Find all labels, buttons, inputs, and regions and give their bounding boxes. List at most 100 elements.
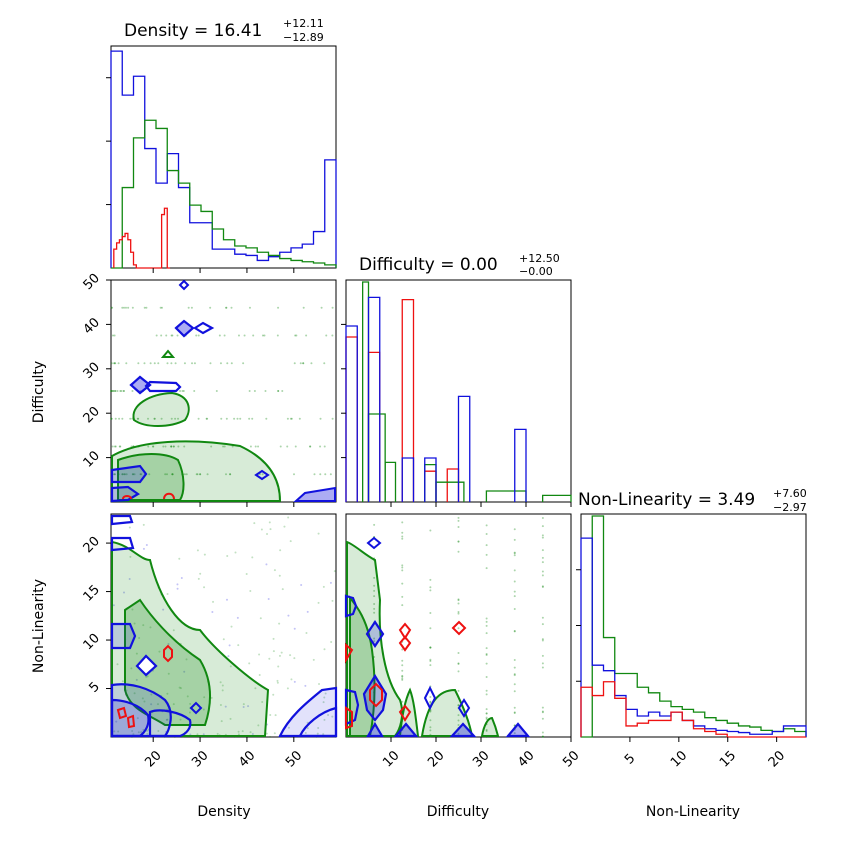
- sample-point: [249, 445, 252, 448]
- panel-nonlinearity-hist: [580, 513, 807, 738]
- sample-point: [485, 693, 488, 696]
- sample-point: [401, 604, 404, 607]
- sample-point: [113, 473, 116, 476]
- sample-point: [172, 445, 175, 448]
- sample-point: [286, 445, 289, 448]
- sample-point: [305, 334, 308, 337]
- sample-point: [302, 362, 305, 365]
- sample-point: [264, 390, 267, 392]
- contour-blue-f: [192, 321, 215, 335]
- sample-point: [457, 540, 460, 543]
- sample-point: [457, 519, 460, 522]
- sample-point: [167, 642, 170, 645]
- sample-point: [145, 306, 148, 309]
- sample-point: [429, 726, 432, 729]
- sample-point: [257, 724, 260, 727]
- sample-point: [209, 362, 212, 365]
- sample-point: [429, 529, 432, 532]
- hist-bar-blue: [514, 428, 527, 502]
- contour-blue-j: [298, 706, 338, 738]
- sample-point: [145, 543, 148, 546]
- sample-point: [165, 473, 168, 476]
- sample-point: [167, 672, 170, 675]
- sample-point: [485, 544, 488, 547]
- sample-point: [142, 547, 145, 550]
- sample-point: [179, 687, 182, 690]
- sample-point: [277, 665, 280, 668]
- sample-point: [541, 735, 544, 738]
- sample-point: [457, 662, 460, 665]
- sample-point: [237, 334, 240, 337]
- sample-point: [162, 445, 165, 448]
- sample-point: [401, 537, 404, 540]
- sample-point: [373, 640, 376, 643]
- sample-point: [218, 334, 221, 337]
- sample-point: [429, 700, 432, 703]
- sample-point: [219, 681, 222, 684]
- y-tick-label: 10: [81, 448, 103, 470]
- sample-point: [293, 627, 296, 630]
- contour-red-b: [116, 706, 128, 720]
- x-tick-label: 10: [380, 748, 402, 770]
- sample-point: [228, 644, 231, 647]
- contour-red-a: [163, 492, 175, 500]
- sample-point: [287, 516, 290, 519]
- sample-point: [457, 652, 460, 655]
- sample-point: [180, 576, 183, 579]
- sample-point: [146, 675, 149, 678]
- sample-point: [541, 638, 544, 641]
- sample-point: [373, 584, 376, 587]
- sample-point: [261, 701, 264, 704]
- sample-point: [182, 390, 185, 392]
- sample-point: [294, 445, 297, 448]
- sample-point: [209, 306, 212, 309]
- sample-point: [541, 711, 544, 714]
- sample-point: [147, 445, 150, 448]
- sample-point: [199, 473, 202, 476]
- contour-green-island: [132, 391, 190, 427]
- sample-point: [131, 608, 134, 611]
- sample-point: [183, 445, 186, 448]
- sample-point: [513, 590, 516, 593]
- sample-point: [298, 417, 301, 420]
- contour-green-inner: [117, 453, 185, 501]
- sample-point: [153, 362, 156, 365]
- sample-point: [216, 732, 219, 735]
- x-tick-label: 5: [622, 751, 638, 767]
- sample-point: [136, 417, 139, 420]
- y-tick-label: 40: [81, 315, 103, 337]
- hist-bar-red: [424, 470, 437, 502]
- sample-point: [485, 567, 488, 570]
- title-difficulty-up: +12.50: [519, 252, 560, 265]
- hist-bar-green: [424, 463, 437, 502]
- sample-point: [331, 306, 334, 309]
- x-tick-label: 20: [766, 748, 788, 770]
- sample-point: [541, 731, 544, 734]
- sample-point: [110, 390, 113, 392]
- sample-point: [457, 516, 460, 519]
- sample-point: [429, 719, 432, 722]
- sample-point: [327, 714, 330, 717]
- sample-point: [401, 669, 404, 672]
- sample-point: [513, 580, 516, 583]
- sample-point: [457, 550, 460, 553]
- sample-point: [541, 662, 544, 665]
- title-density-down: −12.89: [283, 31, 324, 44]
- sample-point: [281, 588, 284, 591]
- contour-blue-i: [278, 686, 338, 738]
- sample-point: [197, 334, 200, 337]
- sample-point: [401, 677, 404, 680]
- sample-point: [258, 653, 261, 656]
- contour-blue-h: [254, 469, 270, 481]
- sample-point: [251, 417, 254, 420]
- xlabel-difficulty: Difficulty: [427, 804, 489, 820]
- sample-point: [401, 595, 404, 598]
- sample-point: [276, 681, 279, 684]
- sample-point: [119, 445, 122, 448]
- sample-point: [110, 306, 113, 309]
- sample-point: [128, 577, 131, 580]
- sample-point: [123, 473, 126, 476]
- sample-point: [186, 695, 189, 698]
- sample-point: [305, 632, 308, 635]
- sample-point: [110, 417, 113, 420]
